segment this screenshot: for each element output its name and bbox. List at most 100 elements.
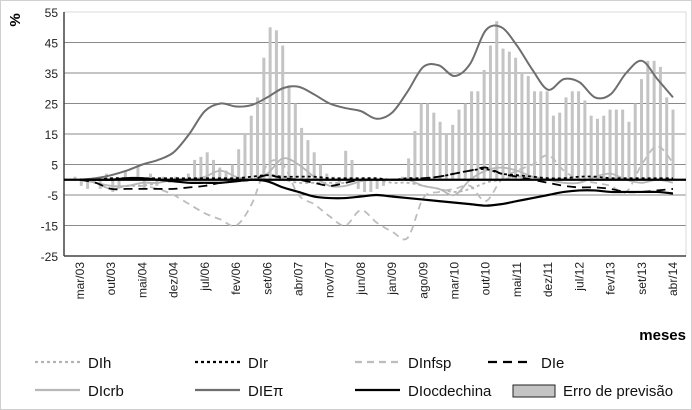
x-tick-label: out/10 <box>479 262 493 296</box>
bar-erro-de-previsao <box>369 179 373 192</box>
bar-erro-de-previsao <box>545 91 549 180</box>
x-tick-label: mar/10 <box>448 262 462 300</box>
bar-erro-de-previsao <box>608 109 612 180</box>
bar-erro-de-previsao <box>463 103 467 180</box>
bar-erro-de-previsao <box>589 115 593 180</box>
x-tick-label: mai/04 <box>135 262 149 298</box>
legend-label: DIe <box>541 355 564 372</box>
bar-erro-de-previsao <box>218 167 222 180</box>
bar-erro-de-previsao <box>652 60 656 180</box>
bar-erro-de-previsao <box>293 103 297 180</box>
y-tick-label: 45 <box>45 37 59 51</box>
bar-erro-de-previsao <box>495 21 499 180</box>
y-tick-label: 5 <box>51 159 58 173</box>
y-tick-label: 35 <box>45 67 59 81</box>
x-tick-label: abr/14 <box>666 262 680 296</box>
bar-erro-de-previsao <box>457 109 461 180</box>
bar-erro-de-previsao <box>350 159 354 180</box>
y-axis-label: % <box>7 13 24 26</box>
bar-erro-de-previsao <box>470 91 474 180</box>
x-tick-label: nov/07 <box>323 262 337 298</box>
x-tick-label: fev/13 <box>604 262 618 295</box>
bar-erro-de-previsao <box>614 109 618 180</box>
bar-erro-de-previsao <box>381 179 385 186</box>
bar-erro-de-previsao <box>501 48 505 180</box>
y-tick-label: 25 <box>45 98 59 112</box>
bar-erro-de-previsao <box>633 103 637 180</box>
bar-erro-de-previsao <box>211 159 215 180</box>
bar-erro-de-previsao <box>117 179 121 186</box>
series-line-dinfsp <box>79 145 674 241</box>
bar-erro-de-previsao <box>79 179 83 186</box>
bar-erro-de-previsao <box>438 121 442 180</box>
bar-erro-de-previsao <box>419 103 423 180</box>
bar-erro-de-previsao <box>520 73 524 180</box>
bar-erro-de-previsao <box>665 97 669 180</box>
bar-erro-de-previsao <box>602 115 606 180</box>
bar-erro-de-previsao <box>237 149 241 180</box>
bar-erro-de-previsao <box>671 109 675 180</box>
x-tick-label: dez/04 <box>167 262 181 298</box>
bar-erro-de-previsao <box>533 91 537 180</box>
y-tick-label: -25 <box>41 250 59 264</box>
bar-erro-de-previsao <box>482 69 486 180</box>
legend-label: DIcrb <box>88 383 124 400</box>
bar-erro-de-previsao <box>205 152 209 180</box>
bar-erro-de-previsao <box>161 176 165 180</box>
legend-label: DIEπ <box>248 383 283 400</box>
bar-erro-de-previsao <box>86 179 90 189</box>
legend-label: Erro de previsão <box>563 383 673 400</box>
bar-erro-de-previsao <box>432 112 436 180</box>
bar-erro-de-previsao <box>375 179 379 189</box>
series-line-die <box>79 24 674 181</box>
bar-erro-de-previsao <box>426 103 430 180</box>
bar-erro-de-previsao <box>514 57 518 180</box>
x-tick-label: set/13 <box>635 262 649 295</box>
bar-erro-de-previsao <box>268 27 272 180</box>
series-line-diocdechina <box>79 176 674 207</box>
bar-erro-de-previsao <box>507 51 511 180</box>
bar-erro-de-previsao <box>570 91 574 180</box>
x-tick-label: fev/06 <box>229 262 243 295</box>
bar-erro-de-previsao <box>312 152 316 180</box>
bar-erro-de-previsao <box>262 57 266 180</box>
y-tick-label: 15 <box>45 128 59 142</box>
bar-erro-de-previsao <box>621 109 625 180</box>
bar-erro-de-previsao <box>256 97 260 180</box>
legend-label: DIh <box>88 355 111 372</box>
bar-erro-de-previsao <box>92 179 96 183</box>
bar-erro-de-previsao <box>249 115 253 180</box>
bar-erro-de-previsao <box>577 91 581 180</box>
bar-erro-de-previsao <box>306 140 310 180</box>
bar-erro-de-previsao <box>400 176 404 180</box>
bar-erro-de-previsao <box>526 76 530 180</box>
x-tick-label: jun/08 <box>354 262 368 296</box>
x-tick-label: mai/11 <box>510 262 524 297</box>
bar-erro-de-previsao <box>224 170 228 180</box>
bar-erro-de-previsao <box>488 45 492 180</box>
bar-erro-de-previsao <box>230 164 234 180</box>
bar-erro-de-previsao <box>193 159 197 180</box>
bar-erro-de-previsao <box>149 173 153 180</box>
bar-erro-de-previsao <box>558 112 562 180</box>
bar-erro-de-previsao <box>300 127 304 180</box>
bar-erro-de-previsao <box>199 156 203 180</box>
x-tick-label: out/03 <box>104 262 118 296</box>
bar-erro-de-previsao <box>325 173 329 180</box>
bar-erro-de-previsao <box>344 150 348 180</box>
bar-erro-de-previsao <box>281 45 285 180</box>
bar-erro-de-previsao <box>186 173 190 180</box>
bar-erro-de-previsao <box>640 79 644 180</box>
bar-erro-de-previsao <box>73 176 77 180</box>
x-tick-label: jan/09 <box>385 262 399 296</box>
legend-label: DIr <box>248 355 268 372</box>
bar-erro-de-previsao <box>363 179 367 192</box>
bar-erro-de-previsao <box>646 60 650 180</box>
bar-erro-de-previsao <box>627 121 631 180</box>
bar-erro-de-previsao <box>551 115 555 180</box>
bar-erro-de-previsao <box>123 170 127 180</box>
bar-erro-de-previsao <box>136 164 140 180</box>
bar-erro-de-previsao <box>356 179 360 189</box>
bar-erro-de-previsao <box>583 100 587 180</box>
